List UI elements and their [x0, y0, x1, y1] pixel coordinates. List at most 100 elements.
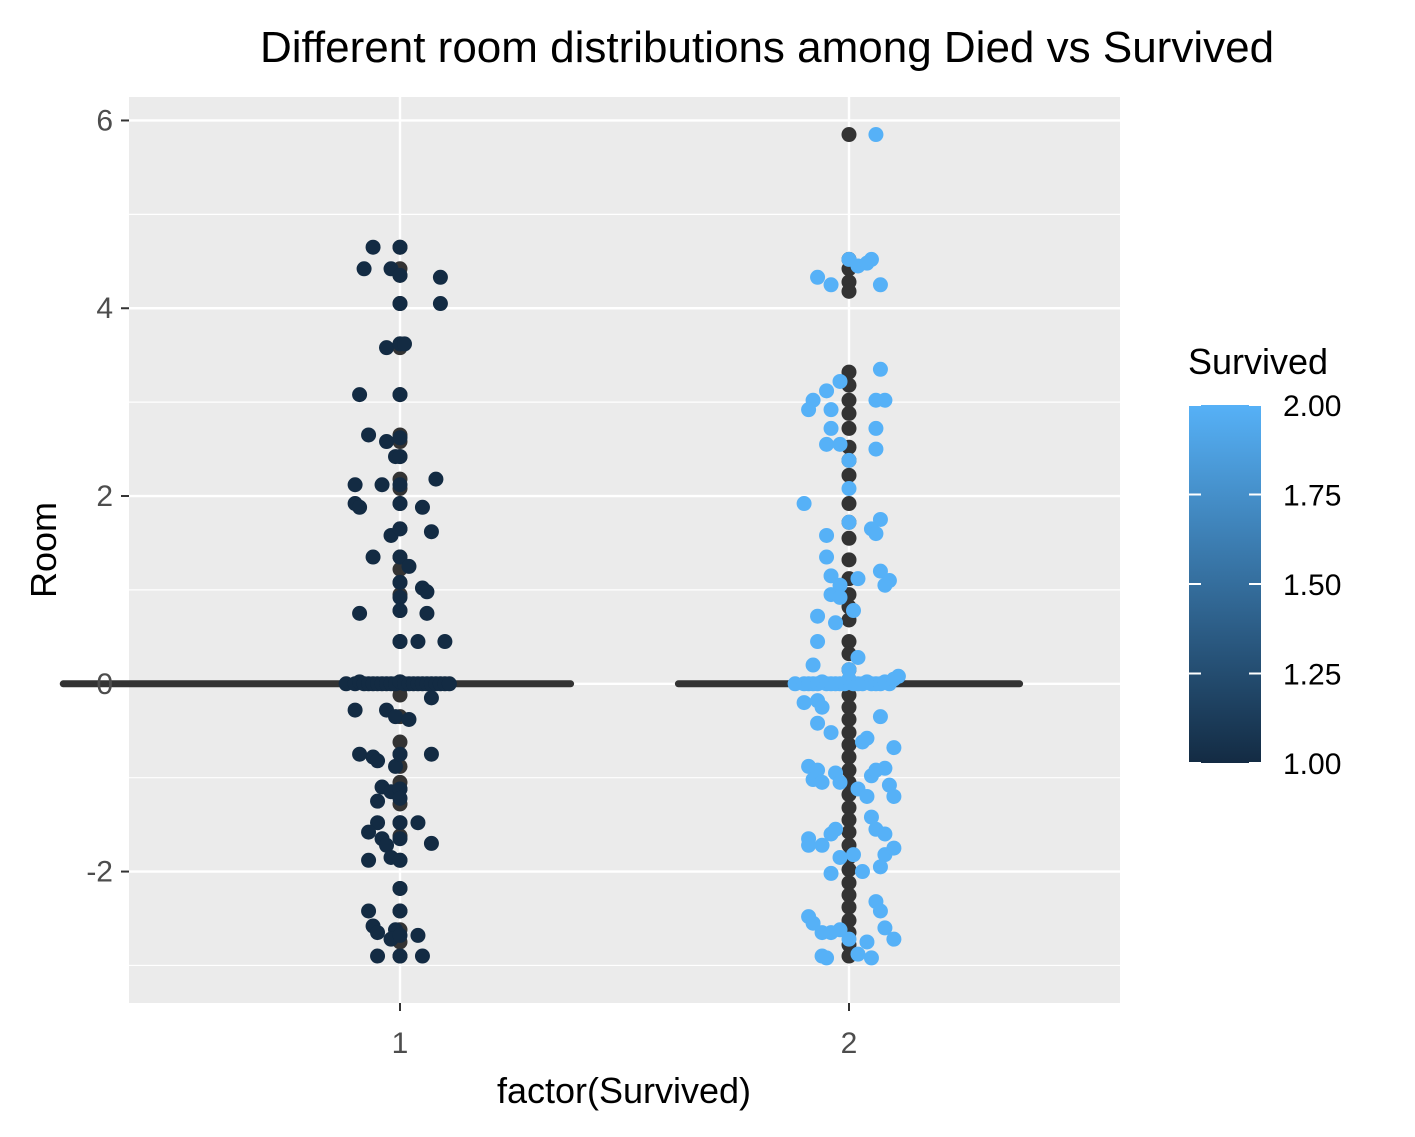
data-point	[863, 809, 879, 825]
line-series-point	[841, 749, 857, 765]
data-point	[365, 549, 381, 565]
data-point	[868, 441, 884, 457]
data-point	[370, 753, 386, 769]
data-point	[854, 864, 870, 880]
data-point	[859, 730, 875, 746]
y-axis: -2 0 2 4 6	[86, 104, 129, 889]
data-point	[886, 788, 902, 804]
data-point	[850, 571, 866, 587]
data-point	[832, 589, 848, 605]
data-point	[361, 427, 377, 443]
data-point	[832, 436, 848, 452]
data-point	[832, 774, 848, 790]
data-point	[379, 340, 395, 356]
data-point	[392, 831, 408, 847]
line-series-point	[841, 127, 857, 143]
line-series-point	[841, 283, 857, 299]
data-point	[886, 840, 902, 856]
line-series-point	[841, 812, 857, 828]
data-point	[819, 950, 835, 966]
data-point	[819, 549, 835, 565]
data-point	[872, 563, 888, 579]
legend-ticks: 2.00 1.75 1.50 1.25 1.00	[1189, 390, 1341, 781]
x-axis-title: factor(Survived)	[497, 1070, 751, 1111]
point-layer	[338, 127, 906, 966]
data-point	[872, 859, 888, 875]
y-tick-label: 4	[96, 292, 113, 325]
line-series-point	[392, 734, 408, 750]
data-point	[814, 774, 830, 790]
data-point	[352, 499, 368, 515]
data-point	[863, 251, 879, 267]
data-point	[361, 852, 377, 868]
data-point	[392, 852, 408, 868]
line-series-point	[841, 875, 857, 891]
data-point	[410, 815, 426, 831]
data-point	[810, 608, 826, 624]
data-point	[823, 277, 839, 293]
data-point	[823, 725, 839, 741]
data-point	[832, 922, 848, 938]
data-point	[392, 449, 408, 465]
line-series-point	[841, 699, 857, 715]
data-point	[814, 837, 830, 853]
data-point	[392, 948, 408, 964]
data-point	[347, 477, 363, 493]
data-point	[819, 436, 835, 452]
legend-label: 1.50	[1283, 569, 1341, 602]
data-point	[410, 927, 426, 943]
data-point	[392, 746, 408, 762]
data-point	[796, 496, 812, 512]
data-point	[832, 849, 848, 865]
data-point	[841, 481, 857, 497]
data-point	[877, 920, 893, 936]
data-point	[886, 740, 902, 756]
data-point	[828, 821, 844, 837]
legend-label: 2.00	[1283, 390, 1341, 423]
data-point	[810, 715, 826, 731]
line-series-point	[841, 762, 857, 778]
line-series-point	[841, 800, 857, 816]
data-point	[841, 452, 857, 468]
x-tick-label: 1	[392, 1027, 409, 1060]
data-point	[401, 711, 417, 727]
line-series-point	[841, 725, 857, 741]
data-point	[414, 499, 430, 515]
data-point	[352, 387, 368, 403]
line-series-point	[392, 687, 408, 703]
data-point	[441, 676, 457, 692]
data-point	[868, 127, 884, 143]
data-point	[419, 584, 435, 600]
line-series-point	[841, 687, 857, 703]
data-point	[877, 826, 893, 842]
data-point	[401, 558, 417, 574]
data-point	[819, 527, 835, 543]
chart-title: Different room distributions among Died …	[260, 23, 1274, 72]
data-point	[370, 815, 386, 831]
data-point	[379, 434, 395, 450]
data-point	[392, 521, 408, 537]
data-point	[832, 577, 848, 593]
data-point	[392, 880, 408, 896]
line-series-point	[841, 420, 857, 436]
line-series-point	[841, 364, 857, 380]
data-point	[823, 402, 839, 418]
data-point	[414, 948, 430, 964]
data-point	[392, 903, 408, 919]
line-series-point	[841, 392, 857, 408]
data-point	[877, 392, 893, 408]
data-point	[845, 847, 861, 863]
line-series-point	[841, 711, 857, 727]
data-point	[432, 296, 448, 312]
data-point	[392, 574, 408, 590]
x-tick-label: 2	[841, 1027, 858, 1060]
y-axis-title: Room	[23, 502, 64, 598]
data-point	[841, 514, 857, 530]
data-point	[347, 702, 363, 718]
data-point	[392, 549, 408, 565]
data-point	[801, 402, 817, 418]
data-point	[863, 950, 879, 966]
data-point	[392, 387, 408, 403]
data-point	[392, 477, 408, 493]
